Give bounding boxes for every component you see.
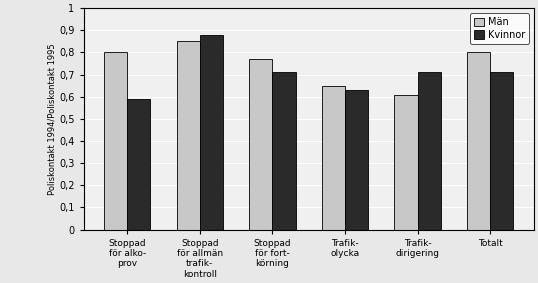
Legend: Män, Kvinnor: Män, Kvinnor [470, 13, 529, 44]
Bar [345, 90, 368, 230]
Bar [127, 99, 151, 230]
Bar [394, 95, 417, 230]
Bar [490, 72, 513, 230]
Y-axis label: Poliskontakt 1994/Poliskontakt 1995: Poliskontakt 1994/Poliskontakt 1995 [47, 43, 56, 195]
Bar [176, 41, 200, 230]
Bar [467, 52, 490, 230]
Bar [322, 86, 345, 230]
Bar [200, 35, 223, 230]
Bar [104, 52, 127, 230]
Bar [417, 72, 441, 230]
Bar [249, 59, 272, 230]
Bar [272, 72, 295, 230]
